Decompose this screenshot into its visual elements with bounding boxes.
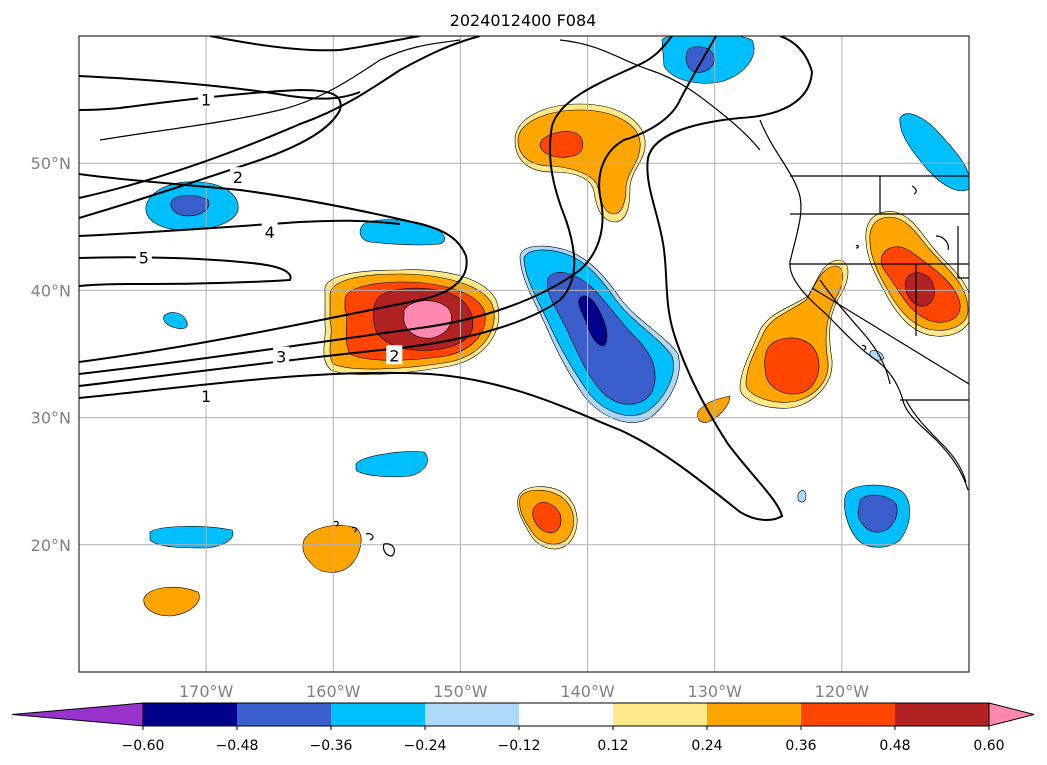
- colorbar-frame: [142, 702, 990, 727]
- borders: [790, 175, 969, 401]
- contour-line-4: [79, 173, 468, 363]
- contour-label-bg: [386, 345, 403, 365]
- lon-tick-labels: 170°W 160°W 150°W 140°W 130°W 120°W: [179, 682, 869, 701]
- colorbar-tick-label: −0.12: [498, 738, 541, 754]
- west-coast: [759, 119, 969, 491]
- lat-tick-label: 40°N: [31, 281, 71, 300]
- contour-label-bg: [261, 221, 278, 241]
- lat-tick-label: 50°N: [31, 154, 71, 173]
- colorbar-box: [331, 703, 426, 726]
- colorbar-extend-low: [11, 702, 144, 727]
- anomaly-negative-central: [519, 245, 680, 423]
- anomaly-negative-canada: [899, 113, 969, 192]
- contour-label: 5: [139, 248, 149, 267]
- coast-detail: [819, 279, 891, 385]
- anomaly-negative-small-2: [355, 451, 428, 478]
- baja-coast: [905, 399, 967, 483]
- anomaly-negative-small-3: [149, 526, 234, 549]
- anomaly-negative-small-5: [797, 490, 807, 503]
- colorbar-tick-label: 0.36: [785, 738, 816, 754]
- contour-label-bg: [135, 247, 152, 267]
- lat-tick-label: 20°N: [31, 536, 71, 555]
- anomaly-negative-small-4: [163, 312, 188, 330]
- colorbar-tick-label: −0.60: [122, 738, 165, 754]
- lon-tick-label: 160°W: [306, 682, 361, 701]
- lakes: [911, 185, 949, 251]
- lon-tick-label: 150°W: [433, 682, 488, 701]
- contour-line-top: [209, 36, 421, 52]
- colorbar-tick-label: 0.12: [597, 738, 628, 754]
- contour-line-5: [79, 256, 292, 287]
- map-frame: [78, 35, 970, 673]
- colorbar-tick-label: 0.48: [879, 738, 910, 754]
- colorbar-tick-label: −0.36: [310, 738, 353, 754]
- colorbar-tick-label: −0.48: [216, 738, 259, 754]
- colorbar-box: [425, 703, 520, 726]
- colorbar-box: [801, 703, 896, 726]
- lon-tick-label: 120°W: [815, 682, 870, 701]
- lon-tick-label: 130°W: [688, 682, 743, 701]
- coastlines: [99, 39, 969, 557]
- islands: [855, 244, 867, 351]
- colorbar-tick-label: 0.60: [973, 738, 1004, 754]
- anomaly-positive-small: [697, 395, 731, 423]
- anomaly-negative-mexico-core: [857, 494, 898, 533]
- colorbar: −0.60 −0.48 −0.36 −0.24 −0.12 0.12 0.24 0.36 0.4…: [11, 702, 1035, 754]
- colorbar-box: [613, 703, 708, 726]
- hawaii: [333, 520, 396, 557]
- colorbar-tick-label: −0.24: [404, 738, 447, 754]
- contour-label: 3: [276, 348, 286, 367]
- colorbar-tick-label: 0.24: [691, 738, 722, 754]
- contour-labels: 1 2 4 5 3 2 1: [135, 89, 403, 406]
- contour-label: 1: [201, 91, 211, 110]
- map-title: 2024012400 F084: [450, 11, 597, 30]
- anomaly-positive-southwest: [143, 586, 200, 617]
- contour-label: 4: [265, 223, 275, 242]
- contour-label: 2: [389, 346, 399, 365]
- gridlines: [79, 36, 969, 672]
- anomaly-positive-hawaii: [302, 525, 362, 573]
- contour-label-bg: [273, 346, 290, 366]
- lat-tick-labels: 20°N 30°N 40°N 50°N: [31, 154, 71, 555]
- contour-label-bg: [198, 385, 215, 405]
- line-contours: [79, 36, 814, 521]
- contour-line-2c: [79, 36, 481, 199]
- contour-label-bg: [229, 167, 246, 187]
- colorbar-box: [895, 703, 990, 726]
- alaska-coast: [559, 39, 761, 151]
- anomaly-negative-small-1: [359, 219, 445, 246]
- anomaly-positive-socal: [739, 259, 849, 409]
- anomaly-positive-subtrop-core: [532, 502, 562, 534]
- contour-line-3: [79, 36, 717, 375]
- contour-line-1b: [79, 75, 361, 100]
- contour-line-1: [79, 36, 814, 521]
- anomaly-negative-west-core: [170, 195, 210, 217]
- contour-label: 1: [201, 387, 211, 406]
- lat-tick-label: 30°N: [31, 409, 71, 428]
- map-panel: 1 2 4 5 3 2 1: [79, 36, 969, 672]
- lon-tick-label: 170°W: [179, 682, 234, 701]
- colorbar-box: [519, 703, 614, 726]
- lon-tick-label: 140°W: [560, 682, 615, 701]
- anomaly-positive-greatbasin: [865, 211, 969, 337]
- colorbar-box: [707, 703, 802, 726]
- colorbar-box: [237, 703, 332, 726]
- contour-line-2b: [79, 88, 342, 219]
- contour-line-4b: [79, 219, 401, 237]
- contour-label: 2: [233, 168, 243, 187]
- colorbar-extend-high: [988, 702, 1035, 727]
- contour-label-bg: [198, 89, 215, 109]
- contour-line-2: [79, 36, 673, 387]
- colorbar-box: [143, 703, 238, 726]
